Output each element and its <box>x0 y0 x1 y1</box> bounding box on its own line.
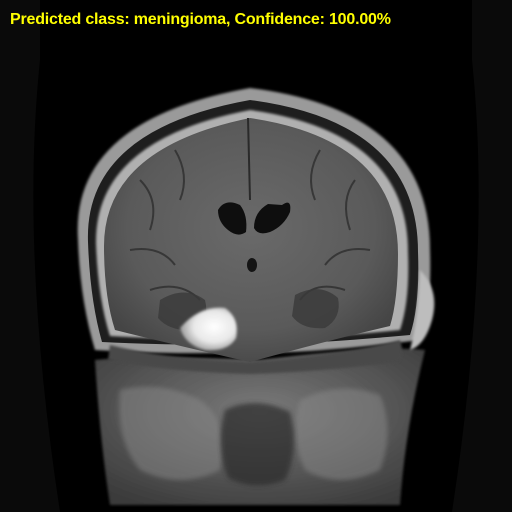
prediction-label: Predicted class: meningioma, Confidence:… <box>10 11 391 28</box>
